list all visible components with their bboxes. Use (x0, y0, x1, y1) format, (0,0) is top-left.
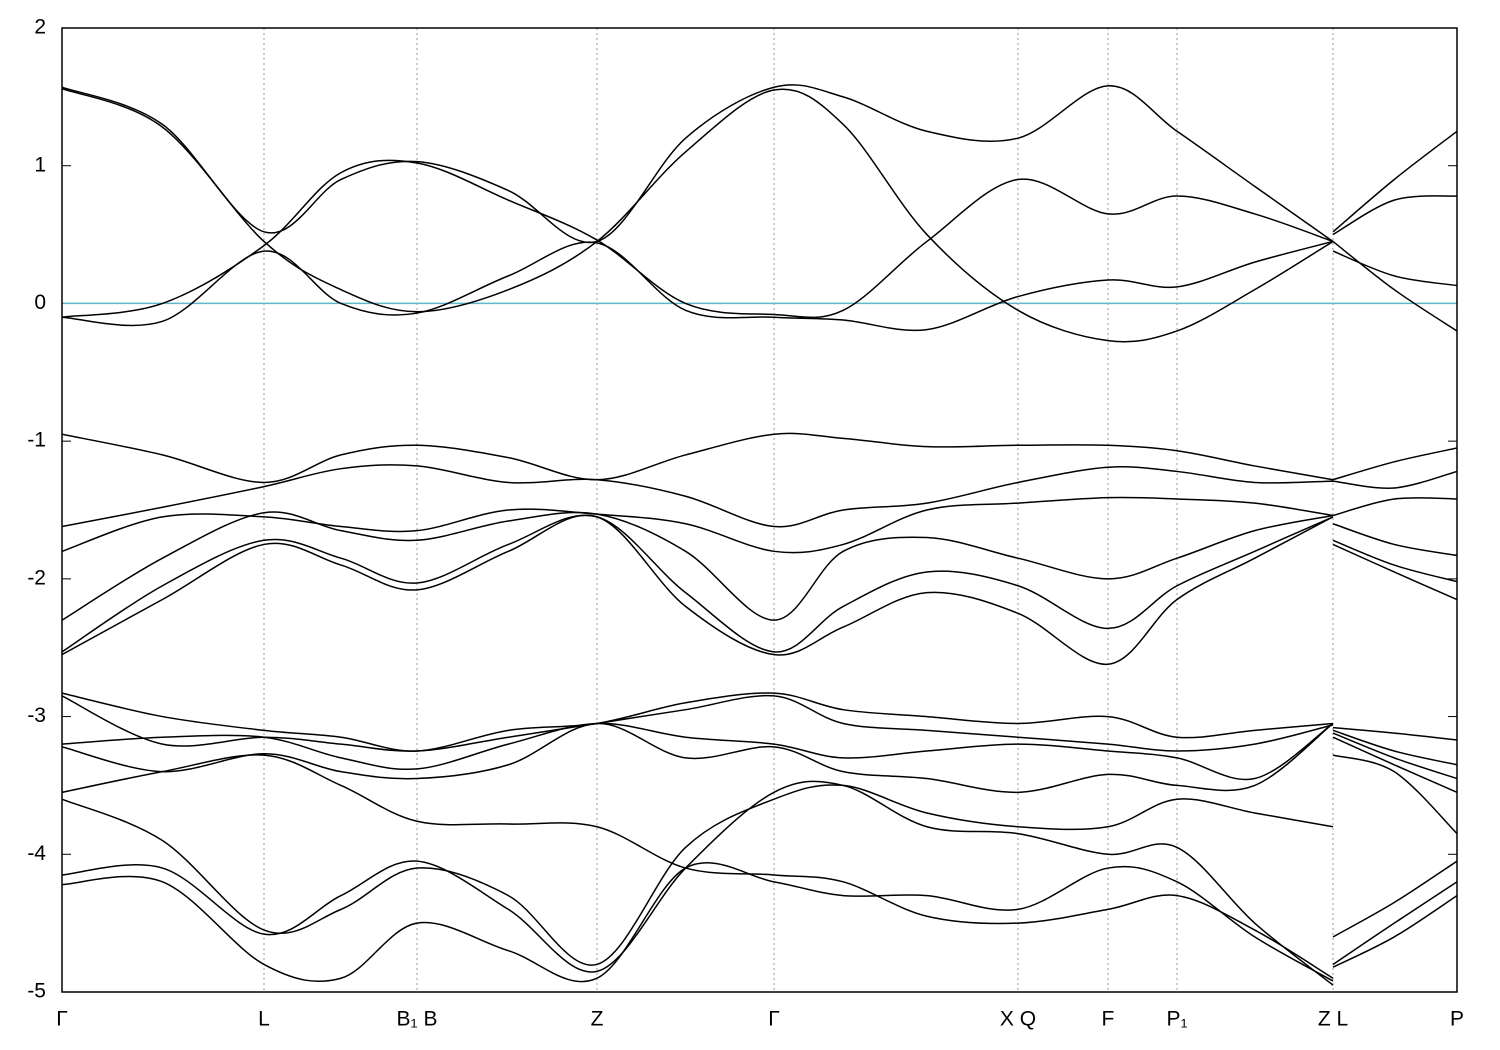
y-tick-label: 2 (34, 16, 46, 39)
x-tick-label: Γ (56, 1008, 68, 1031)
band-line (62, 694, 1457, 766)
band-line (62, 692, 1457, 752)
band-line (62, 496, 1457, 554)
band-line (62, 722, 1457, 794)
plot-frame (61, 27, 1458, 993)
band-line (62, 240, 1457, 332)
x-tick-label: P₁ (1166, 1008, 1187, 1031)
x-tick-label: B₁ B (397, 1008, 438, 1031)
y-tick-label: -2 (27, 566, 46, 589)
band-line (62, 754, 1457, 966)
band-line (62, 862, 1457, 983)
band-line (62, 432, 1457, 484)
grid-layer (61, 27, 1458, 993)
y-tick-label: -1 (27, 429, 46, 452)
band-line (62, 514, 1457, 653)
x-tick-label: P (1450, 1008, 1464, 1031)
x-tick-label: Γ (768, 1008, 780, 1031)
x-tick-label: L (258, 1008, 270, 1031)
y-tick-label: 0 (34, 291, 46, 314)
x-tick-label: Z L (1318, 1008, 1348, 1031)
band-line (62, 159, 1457, 319)
band-line (62, 464, 1457, 528)
y-tick-label: -3 (27, 704, 46, 727)
y-tick-label: -5 (27, 980, 46, 1003)
tick-labels: -5 -4 -3 -2 -1 0 1 2 Γ L B₁ B Z Γ X Q F P₁ Z L P (27, 16, 1464, 1031)
x-tick-label: Z (591, 1008, 604, 1031)
band-line (62, 754, 1457, 979)
band-line (62, 511, 1457, 621)
x-tick-label: F (1102, 1008, 1115, 1031)
x-tick-label: X Q (1000, 1008, 1036, 1031)
y-tick-label: 1 (34, 153, 46, 176)
bands (62, 84, 1457, 986)
band-line (62, 780, 1457, 986)
y-tick-label: -4 (27, 842, 46, 865)
band-line (62, 514, 1457, 665)
band-line (62, 84, 1457, 244)
band-line (62, 87, 1457, 343)
band-line (62, 722, 1457, 781)
